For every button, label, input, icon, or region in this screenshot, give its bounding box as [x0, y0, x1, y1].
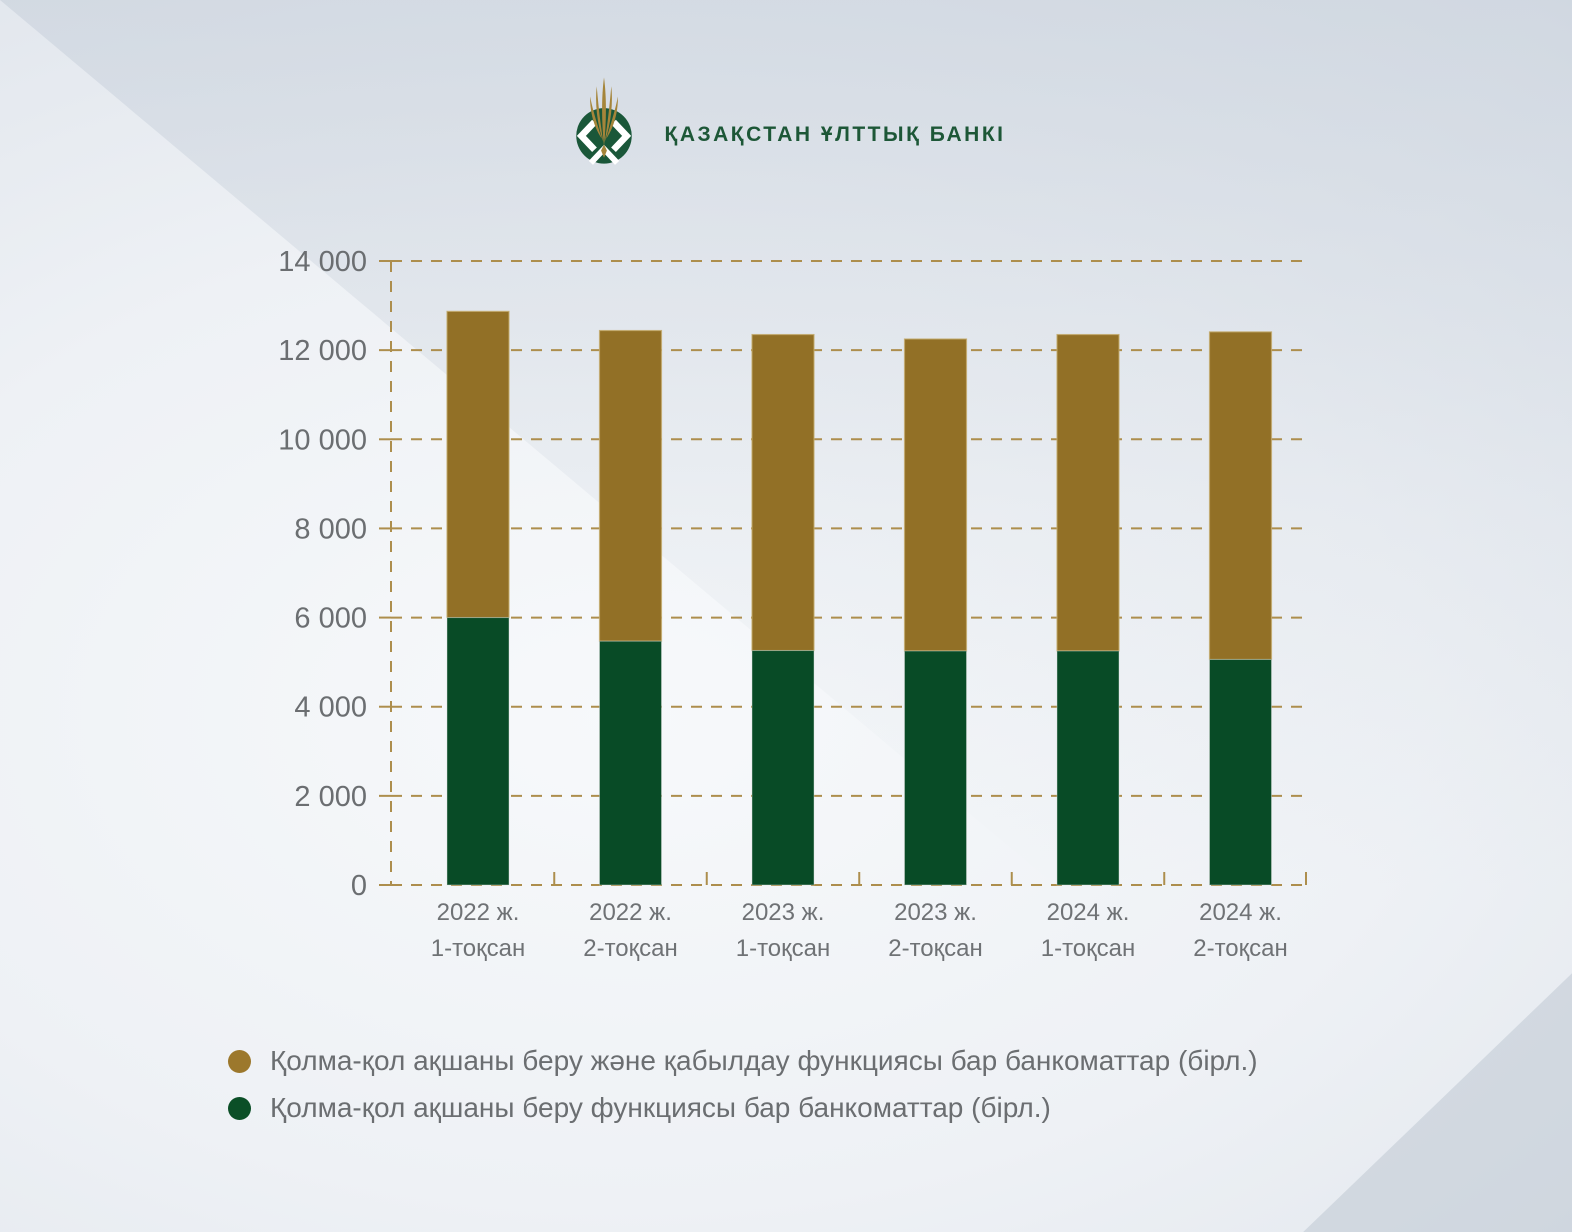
- bar-segment-cash-out: [1209, 658, 1272, 886]
- y-tick-label: 2 000: [294, 781, 367, 813]
- bar-segment-cash-in-out: [446, 310, 510, 619]
- legend-swatch-gold: [228, 1049, 251, 1073]
- x-category-label-quarter: 2-тоқсан: [1193, 935, 1288, 962]
- logo-right-bracket-icon: [610, 119, 631, 153]
- bar-segment-cash-in-out: [1208, 331, 1273, 661]
- x-category-label-year: 2024 ж.: [1047, 899, 1130, 926]
- bar-segment-cash-in-out: [903, 338, 968, 652]
- bar-segment-cash-out: [1056, 650, 1120, 886]
- logo-left-bracket-icon: [576, 119, 597, 153]
- x-category-label-quarter: 2-тоқсан: [888, 935, 983, 962]
- legend-label-cash-out-atms: Қолма-қол ақшаны беру функциясы бар банк…: [270, 1091, 1051, 1123]
- legend-swatch-green: [228, 1096, 251, 1120]
- bar-segment-cash-out: [446, 617, 510, 886]
- bar-segment-cash-out: [751, 650, 815, 886]
- y-tick-label: 10 000: [278, 424, 367, 456]
- x-category-label-year: 2023 ж.: [742, 899, 825, 926]
- legend-label-cash-in-out-atms: Қолма-қол ақшаны беру және қабылдау функ…: [270, 1045, 1258, 1076]
- header: ҚАЗАҚСТАН ҰЛТТЫҚ БАНКІ: [0, 76, 1572, 168]
- x-category-label-year: 2024 ж.: [1199, 899, 1282, 926]
- x-category-label-quarter: 1-тоқсан: [736, 935, 831, 962]
- bank-title: ҚАЗАҚСТАН ҰЛТТЫҚ БАНКІ: [664, 123, 1006, 146]
- y-tick-label: 8 000: [294, 513, 367, 545]
- bar-segment-cash-in-out: [751, 333, 815, 652]
- nbk-logo: [575, 77, 632, 165]
- x-category-label-year: 2022 ж.: [589, 899, 672, 926]
- bar-segment-cash-in-out: [598, 329, 663, 642]
- legend-item-cash-out-atms: Қолма-қол ақшаны беру функциясы бар банк…: [228, 1091, 1258, 1124]
- bar-segment-cash-out: [599, 640, 662, 886]
- legend-item-cash-in-out-atms: Қолма-қол ақшаны беру және қабылдау функ…: [228, 1045, 1258, 1077]
- y-tick-label: 4 000: [294, 692, 367, 724]
- chart-legend: Қолма-қол ақшаны беру және қабылдау функ…: [228, 1045, 1258, 1140]
- y-tick-label: 14 000: [278, 246, 367, 278]
- x-category-label-quarter: 1-тоқсан: [431, 935, 526, 962]
- logo-wheat-icon: [589, 77, 618, 158]
- x-category-label-year: 2023 ж.: [894, 899, 977, 926]
- x-category-label-quarter: 2-тоқсан: [583, 935, 678, 962]
- y-tick-label: 0: [351, 870, 367, 902]
- x-category-label-year: 2022 ж.: [437, 899, 520, 926]
- bar-segment-cash-in-out: [1056, 333, 1120, 652]
- bar-segment-cash-out: [904, 650, 967, 886]
- x-category-label-quarter: 1-тоқсан: [1041, 935, 1136, 962]
- y-tick-label: 12 000: [278, 335, 367, 367]
- y-tick-label: 6 000: [294, 603, 367, 635]
